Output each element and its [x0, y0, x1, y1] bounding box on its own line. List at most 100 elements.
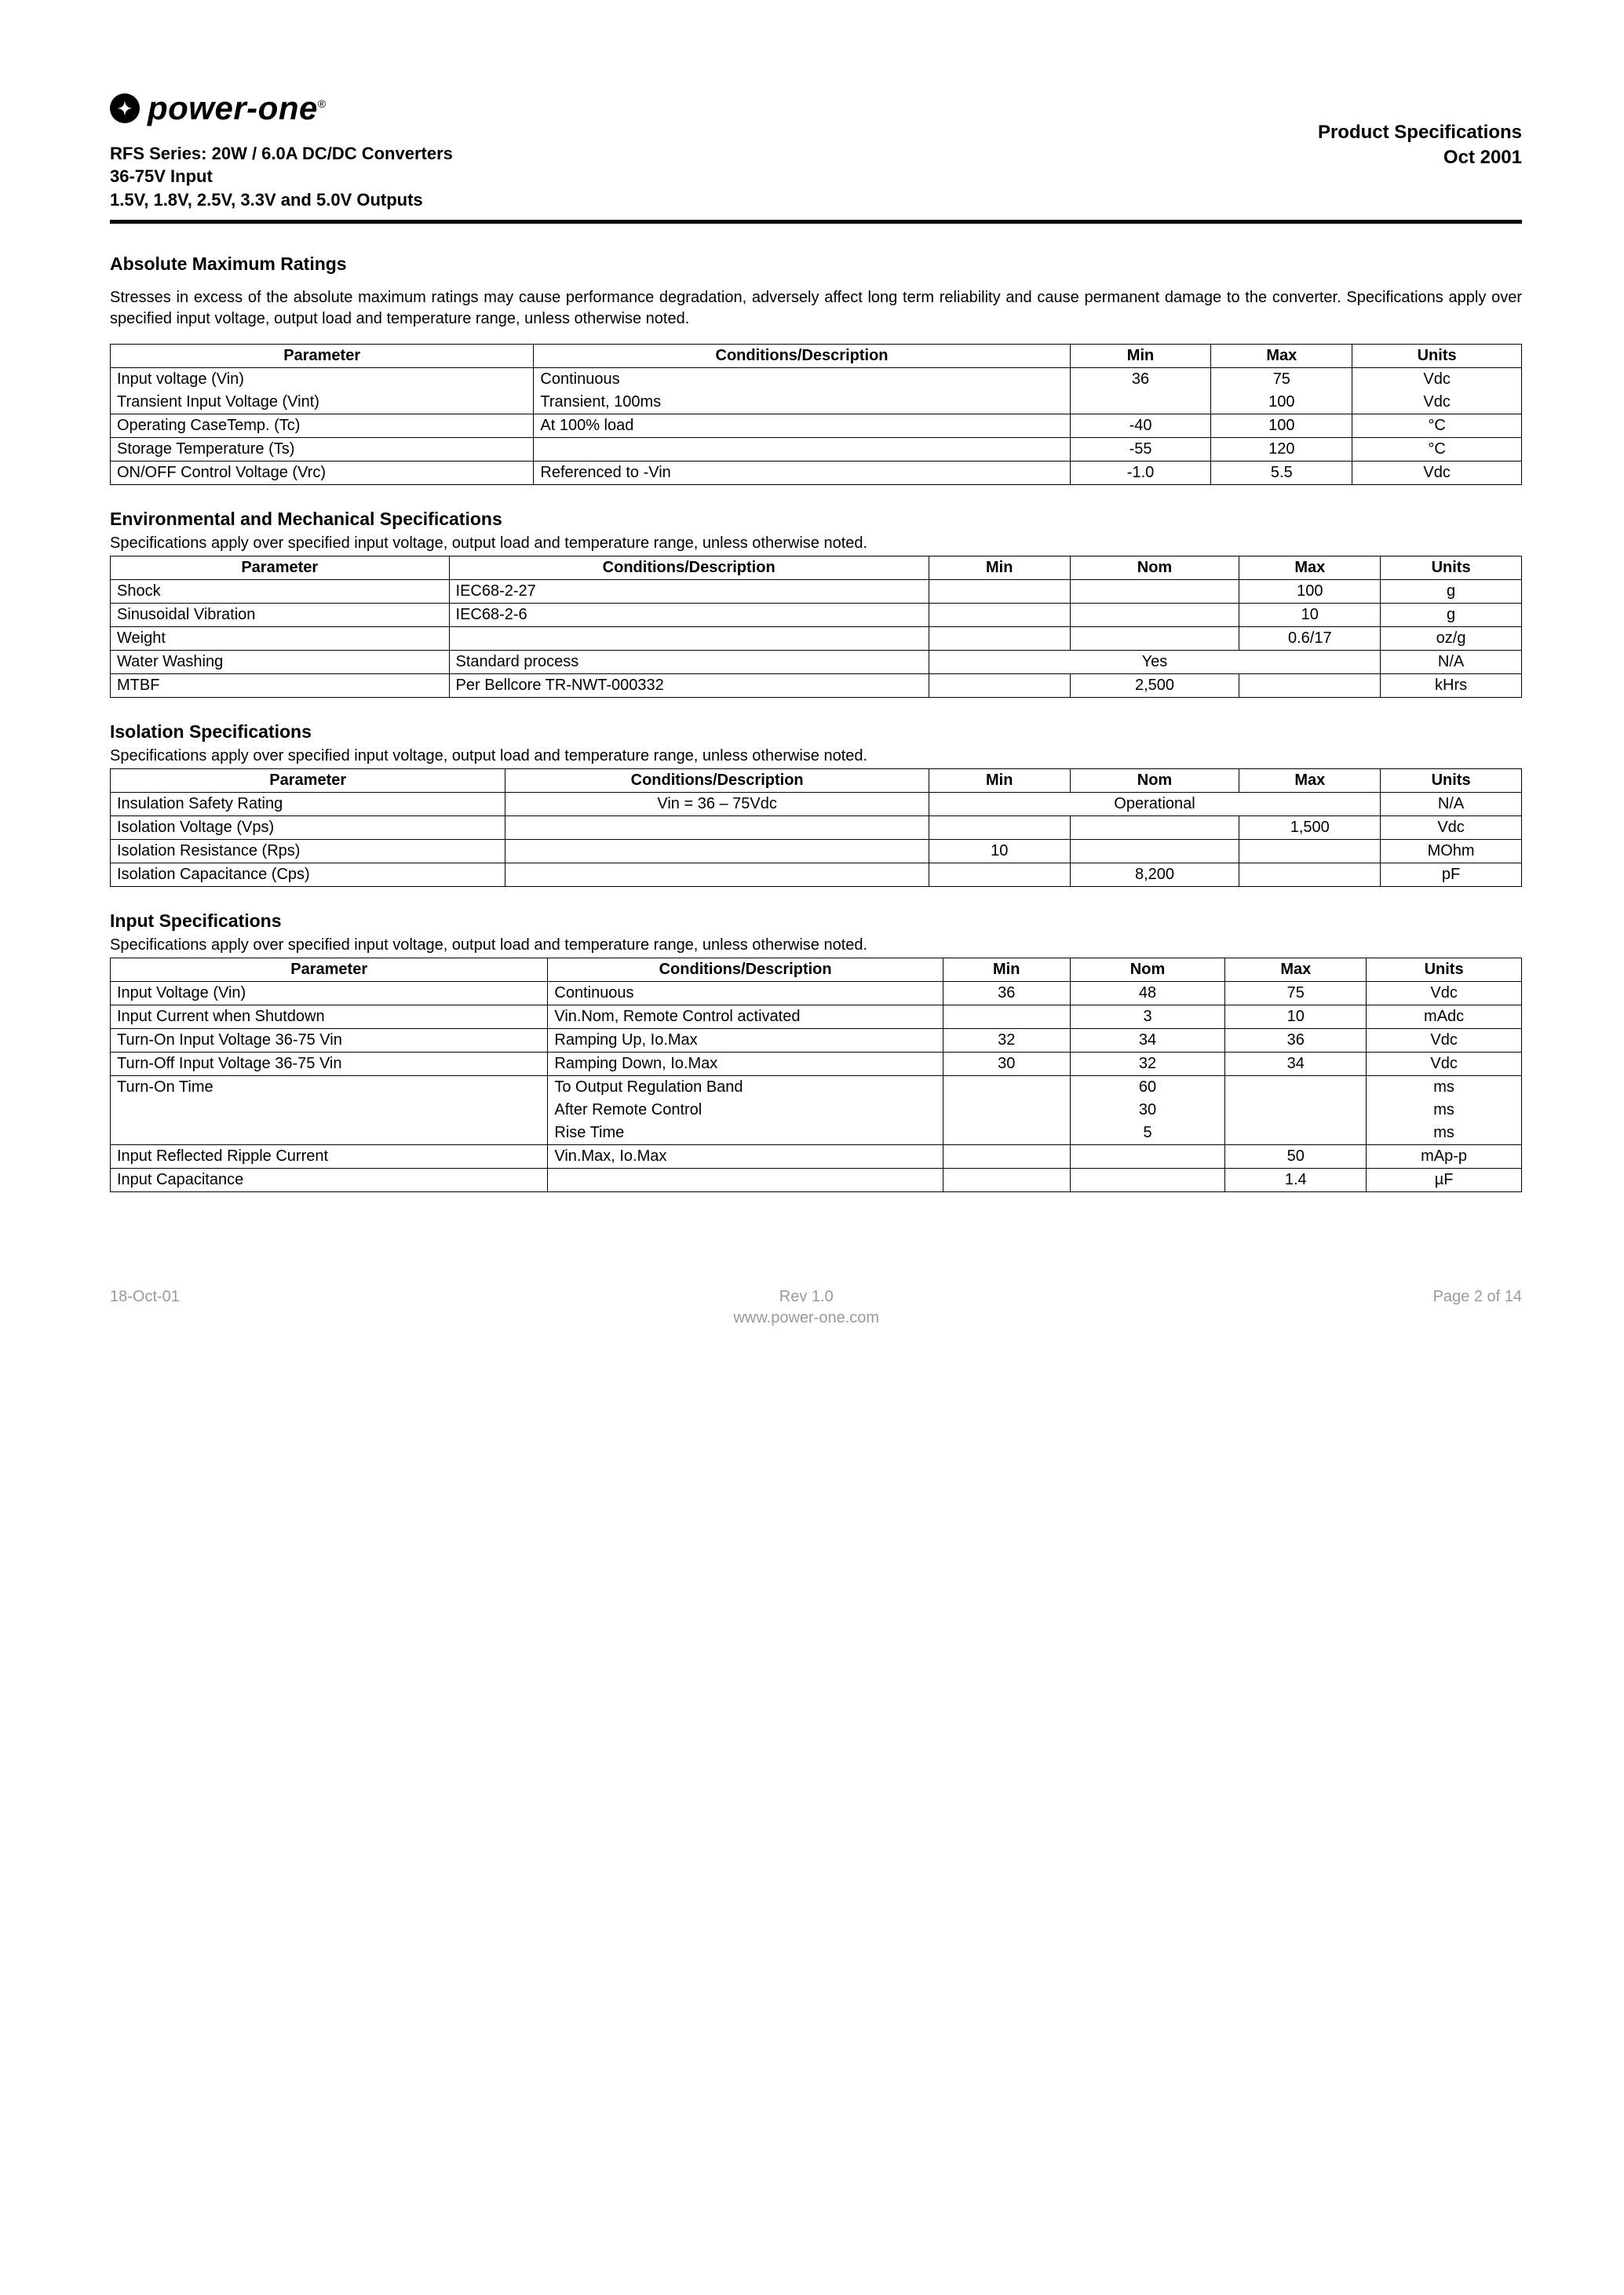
table-cell: Yes [929, 650, 1380, 673]
table-cell: 0.6/17 [1239, 626, 1381, 650]
table-cell: ms [1367, 1075, 1522, 1099]
input-heading: Input Specifications [110, 909, 1522, 933]
table-cell: mAp-p [1367, 1144, 1522, 1168]
table-row: Isolation Capacitance (Cps)8,200pF [111, 863, 1522, 886]
table-cell: N/A [1381, 792, 1522, 815]
table-cell [943, 1099, 1070, 1122]
table-cell: -55 [1070, 437, 1211, 461]
table-header-row: ParameterConditions/DescriptionMinNomMax… [111, 768, 1522, 792]
table-row: Operating CaseTemp. (Tc)At 100% load-401… [111, 414, 1522, 437]
table-row: ShockIEC68-2-27100g [111, 579, 1522, 603]
table-row: Input Current when ShutdownVin.Nom, Remo… [111, 1005, 1522, 1028]
footer-page: Page 2 of 14 [1433, 1286, 1522, 1308]
table-cell [1239, 863, 1381, 886]
table-cell [548, 1168, 943, 1191]
table-cell: °C [1352, 437, 1522, 461]
table-cell: Isolation Capacitance (Cps) [111, 863, 505, 886]
subtitle-2: 36-75V Input [110, 165, 453, 188]
table-cell: 32 [943, 1028, 1070, 1052]
table-row: Turn-On TimeTo Output Regulation Band60m… [111, 1075, 1522, 1099]
table-row: After Remote Control30ms [111, 1099, 1522, 1122]
table-cell: 30 [1070, 1099, 1225, 1122]
table-cell [1239, 839, 1381, 863]
abs-max-heading: Absolute Maximum Ratings [110, 252, 1522, 276]
table-cell: Vdc [1381, 815, 1522, 839]
table-cell: 10 [1239, 603, 1381, 626]
table-cell [929, 863, 1070, 886]
table-cell: 100 [1211, 414, 1352, 437]
table-cell [1225, 1122, 1367, 1145]
table-row: Input Capacitance1.4µF [111, 1168, 1522, 1191]
table-cell: Per Bellcore TR-NWT-000332 [449, 673, 929, 697]
table-cell: N/A [1381, 650, 1522, 673]
table-cell: 60 [1070, 1075, 1225, 1099]
env-mech-note: Specifications apply over specified inpu… [110, 533, 1522, 554]
product-specs-title: Product Specifications [1318, 120, 1522, 145]
table-cell: 48 [1070, 981, 1225, 1005]
table-cell: pF [1381, 863, 1522, 886]
table-row: Transient Input Voltage (Vint)Transient,… [111, 391, 1522, 414]
table-cell: Operational [929, 792, 1380, 815]
table-row: ON/OFF Control Voltage (Vrc)Referenced t… [111, 461, 1522, 484]
table-cell: Transient, 100ms [534, 391, 1070, 414]
table-cell [534, 437, 1070, 461]
table-cell [929, 626, 1070, 650]
table-cell: Insulation Safety Rating [111, 792, 505, 815]
table-cell: -1.0 [1070, 461, 1211, 484]
table-cell: Weight [111, 626, 450, 650]
table-cell: °C [1352, 414, 1522, 437]
table-cell: Rise Time [548, 1122, 943, 1145]
table-cell: Vin.Max, Io.Max [548, 1144, 943, 1168]
table-cell [1070, 579, 1239, 603]
table-cell [929, 815, 1070, 839]
table-cell [943, 1122, 1070, 1145]
subtitle-3: 1.5V, 1.8V, 2.5V, 3.3V and 5.0V Outputs [110, 188, 453, 212]
table-cell: Continuous [548, 981, 943, 1005]
subtitle-1: RFS Series: 20W / 6.0A DC/DC Converters [110, 142, 453, 166]
table-row: Rise Time5ms [111, 1122, 1522, 1145]
table-cell [111, 1099, 548, 1122]
table-cell: MOhm [1381, 839, 1522, 863]
table-cell: 2,500 [1070, 673, 1239, 697]
table-cell: Vdc [1352, 391, 1522, 414]
table-cell: 5.5 [1211, 461, 1352, 484]
table-cell [505, 863, 929, 886]
table-cell: 10 [1225, 1005, 1367, 1028]
table-cell [1070, 839, 1239, 863]
abs-max-table: ParameterConditions/DescriptionMinMaxUni… [110, 344, 1522, 485]
table-cell: 36 [943, 981, 1070, 1005]
table-header-row: ParameterConditions/DescriptionMinNomMax… [111, 556, 1522, 579]
table-row: Turn-Off Input Voltage 36-75 VinRamping … [111, 1052, 1522, 1075]
table-row: Storage Temperature (Ts)-55120°C [111, 437, 1522, 461]
table-cell [943, 1144, 1070, 1168]
env-mech-heading: Environmental and Mechanical Specificati… [110, 507, 1522, 531]
table-cell: 10 [929, 839, 1070, 863]
table-cell: Input Capacitance [111, 1168, 548, 1191]
table-cell: Ramping Up, Io.Max [548, 1028, 943, 1052]
table-cell [943, 1005, 1070, 1028]
table-cell: Vin.Nom, Remote Control activated [548, 1005, 943, 1028]
input-note: Specifications apply over specified inpu… [110, 935, 1522, 956]
table-cell: Ramping Down, Io.Max [548, 1052, 943, 1075]
table-row: Input voltage (Vin)Continuous3675Vdc [111, 367, 1522, 391]
table-row: Input Voltage (Vin)Continuous364875Vdc [111, 981, 1522, 1005]
table-cell: Vdc [1352, 461, 1522, 484]
isolation-note: Specifications apply over specified inpu… [110, 746, 1522, 767]
table-cell: Input voltage (Vin) [111, 367, 534, 391]
table-cell [929, 673, 1070, 697]
table-cell: µF [1367, 1168, 1522, 1191]
table-cell: 3 [1070, 1005, 1225, 1028]
table-cell: 75 [1211, 367, 1352, 391]
table-cell: IEC68-2-6 [449, 603, 929, 626]
footer-date: 18-Oct-01 [110, 1286, 180, 1308]
table-cell: 75 [1225, 981, 1367, 1005]
table-cell [1239, 673, 1381, 697]
table-cell: kHrs [1381, 673, 1522, 697]
table-cell [449, 626, 929, 650]
table-cell: Continuous [534, 367, 1070, 391]
table-cell: g [1381, 603, 1522, 626]
table-cell [1070, 1144, 1225, 1168]
table-cell: 32 [1070, 1052, 1225, 1075]
logo-icon: ✦ [110, 93, 140, 123]
table-cell: ms [1367, 1099, 1522, 1122]
